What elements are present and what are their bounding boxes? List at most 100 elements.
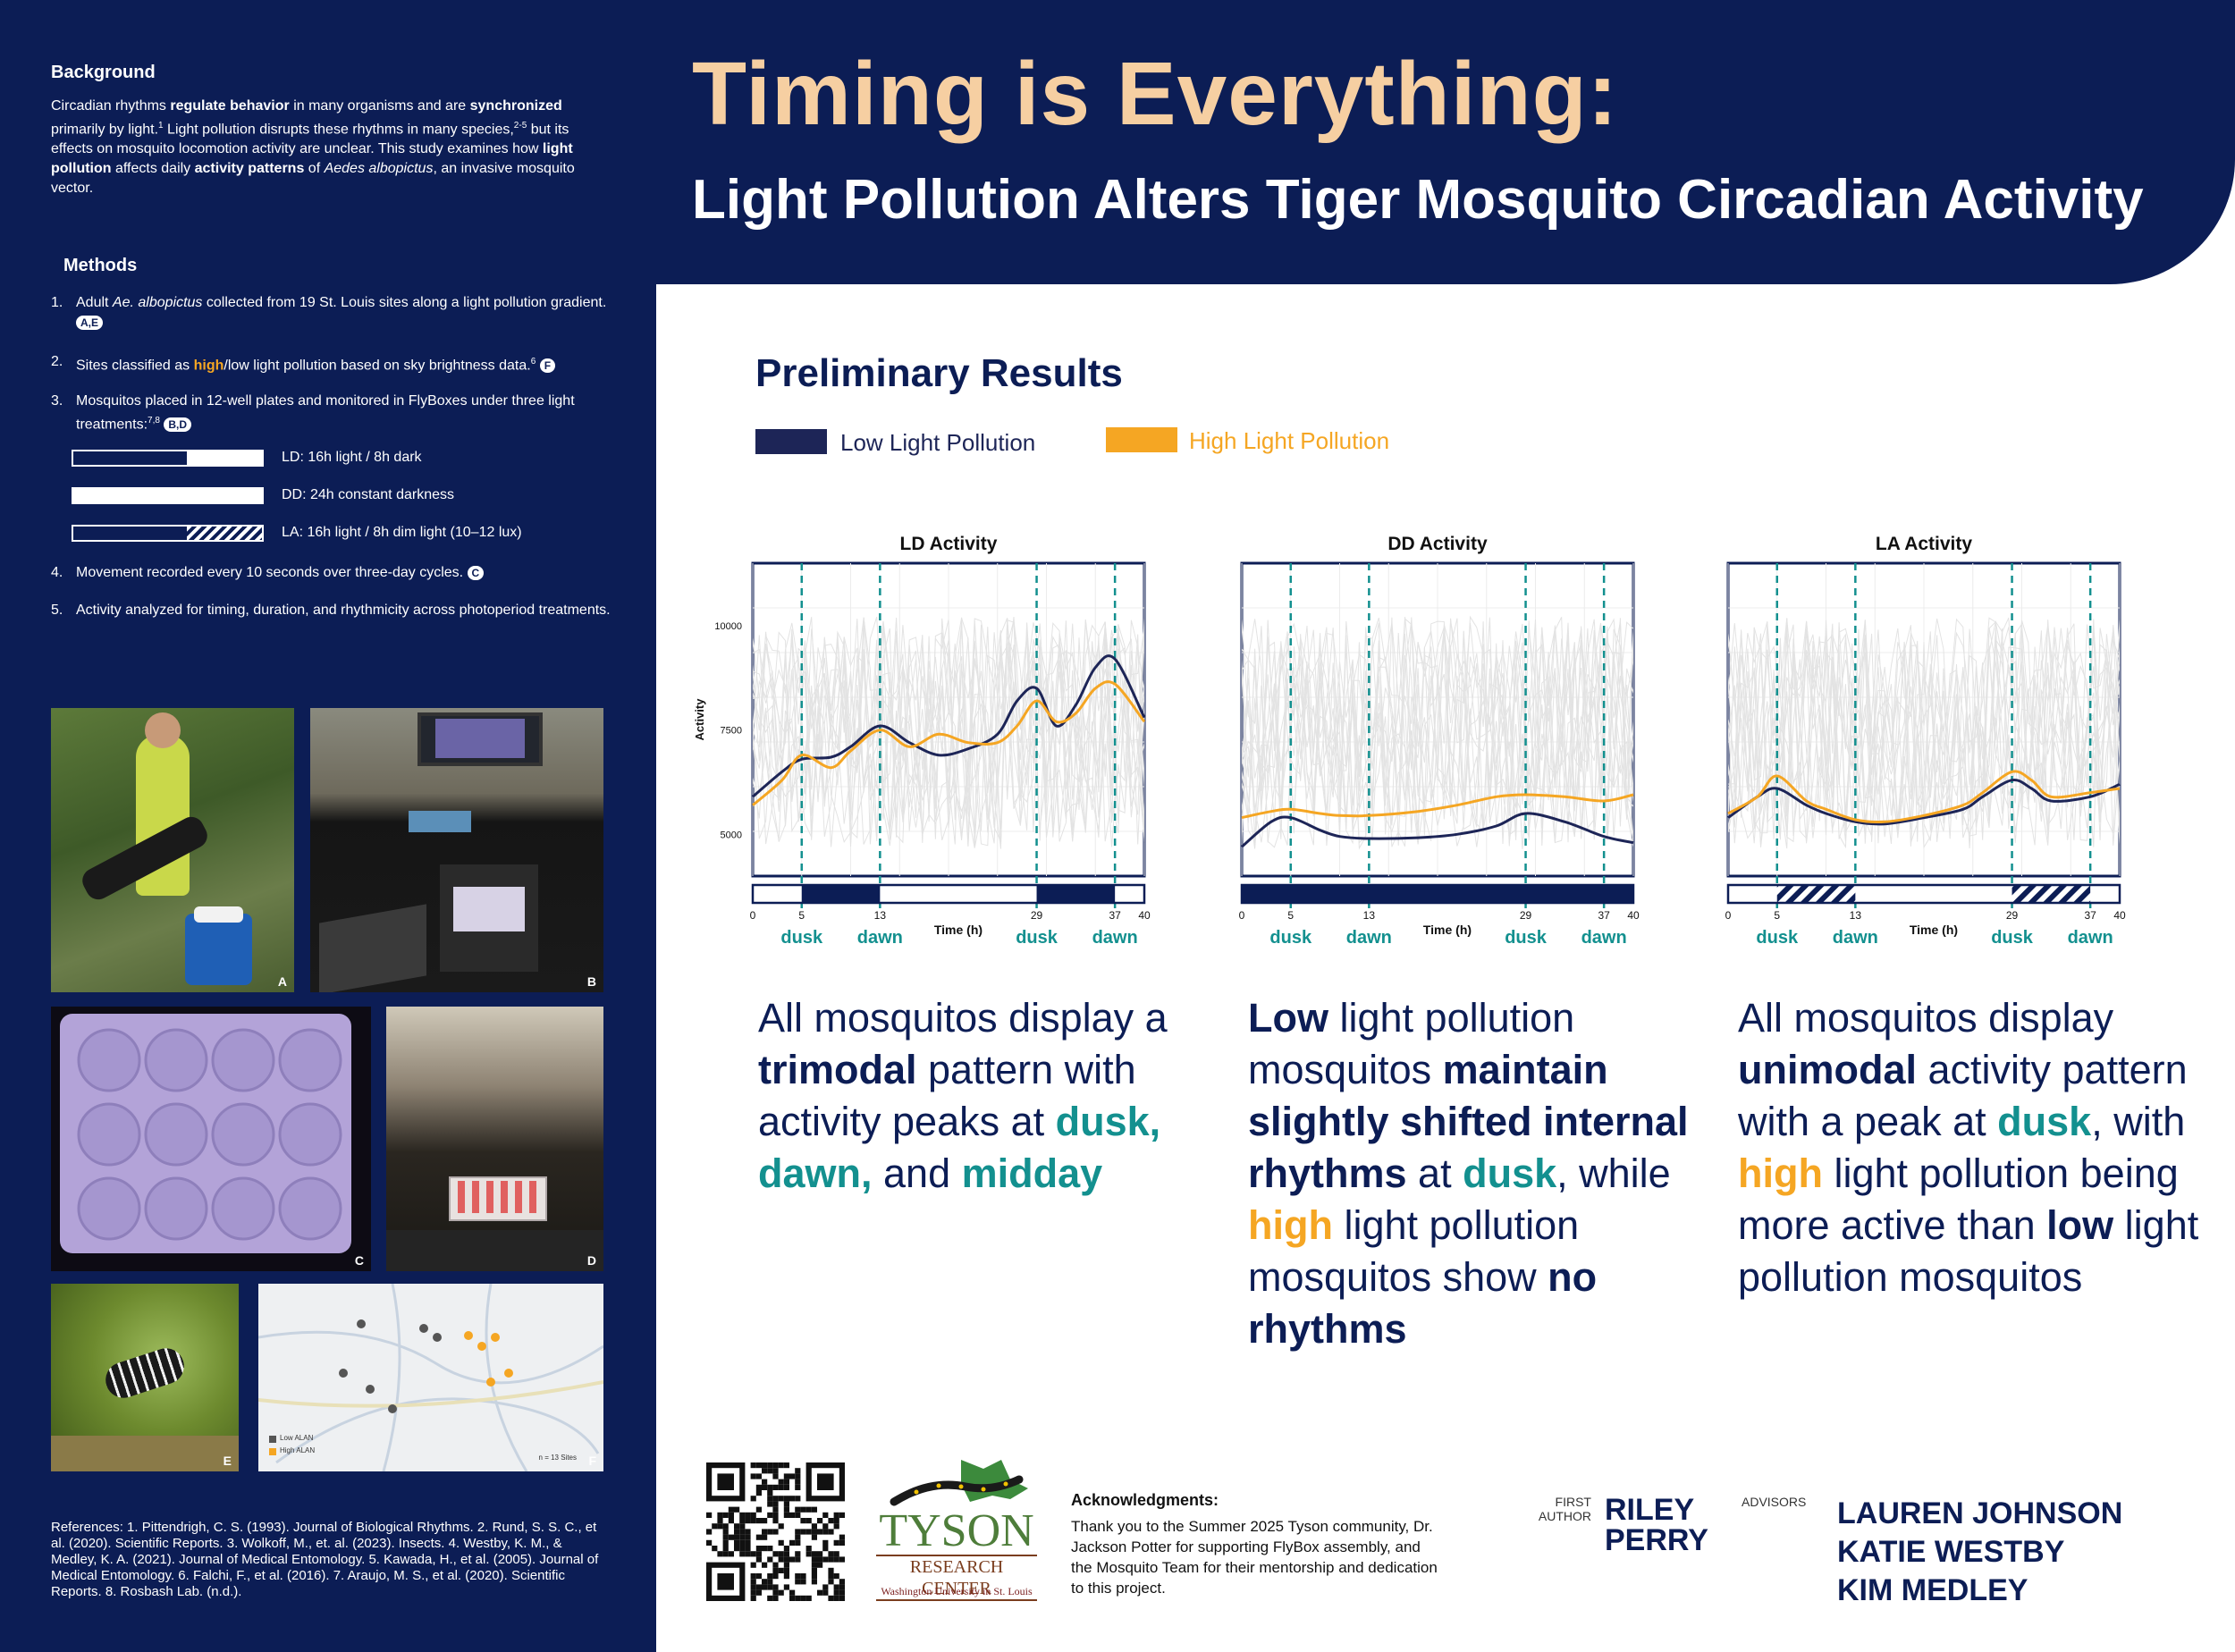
qr-module (717, 1523, 723, 1530)
qr-module (783, 1551, 789, 1557)
first-author-label: FIRST AUTHOR (1538, 1495, 1591, 1523)
la-claim: All mosquitos display unimodal activity … (1738, 995, 2199, 1300)
qr-module (767, 1512, 773, 1518)
qr-module (783, 1506, 789, 1513)
university-name: Washington University in St. Louis (881, 1585, 1033, 1597)
qr-module (728, 1551, 734, 1557)
la-activity-chart: LA Activity 0 5 13 29 37 40 dusk dawn dusk dawn Tim… (1725, 534, 2126, 948)
qr-module (833, 1595, 839, 1601)
photo-label: E (223, 1454, 232, 1468)
qr-module (728, 1512, 734, 1518)
photo-flybox: B (310, 708, 603, 992)
photo-label: A (277, 974, 287, 989)
badge: B,D (164, 417, 192, 433)
qr-module (745, 1534, 751, 1540)
qr-module (828, 1567, 834, 1573)
background-trace (752, 618, 1145, 847)
qr-module (762, 1518, 768, 1524)
qr-module (717, 1551, 723, 1557)
phase-marker-label: dusk (1269, 928, 1312, 948)
qr-module (755, 1490, 762, 1496)
qr-module (822, 1556, 829, 1563)
qr-module (817, 1556, 823, 1563)
qr-module (795, 1539, 801, 1546)
qr-module (750, 1584, 756, 1590)
qr-module (772, 1518, 779, 1524)
qr-module (739, 1512, 746, 1518)
qr-module (734, 1529, 740, 1535)
background-trace (1727, 620, 2121, 849)
ld-treatment-bar (72, 450, 264, 467)
qr-module (734, 1546, 740, 1552)
x-tick-label: 13 (1363, 909, 1376, 922)
phase-marker-label: dawn (1581, 928, 1627, 948)
background-trace (752, 617, 1145, 847)
qr-module (805, 1551, 812, 1557)
y-tick-label: 10000 (714, 621, 742, 632)
qr-module (767, 1501, 773, 1507)
x-tick-label: 37 (1109, 909, 1121, 922)
qr-module (795, 1496, 801, 1502)
qr-module (783, 1546, 789, 1552)
qr-module (762, 1562, 768, 1568)
qr-module (745, 1546, 751, 1552)
qr-module (762, 1584, 768, 1590)
x-tick-label: 37 (1598, 909, 1610, 922)
photo-label: B (586, 974, 596, 989)
series-low-line (752, 654, 1146, 798)
background-trace (1727, 624, 2121, 840)
background-trace (1241, 618, 1634, 847)
qr-module (789, 1556, 796, 1563)
qr-module (795, 1534, 801, 1540)
qr-module (833, 1556, 839, 1563)
sidebar: Background Circadian rhythms regulate be… (0, 0, 656, 1652)
qr-module (762, 1479, 768, 1485)
x-tick-label: 5 (1774, 909, 1780, 922)
background-trace (1241, 618, 1634, 846)
qr-module (805, 1595, 812, 1601)
qr-module (828, 1556, 834, 1563)
phase-marker-label: dusk (1505, 928, 1548, 948)
qr-module (811, 1523, 817, 1530)
background-trace (752, 617, 1145, 847)
qr-module (839, 1579, 845, 1585)
qr-module (728, 1506, 734, 1513)
qr-module (833, 1523, 839, 1530)
qr-module (755, 1584, 762, 1590)
x-tick-label: 5 (798, 909, 805, 922)
background-trace (752, 620, 1145, 844)
qr-module (795, 1529, 801, 1535)
qr-code[interactable] (706, 1462, 845, 1601)
qr-module (772, 1484, 779, 1490)
x-tick-label: 0 (1239, 909, 1245, 922)
qr-module (778, 1496, 784, 1502)
qr-module (811, 1551, 817, 1557)
qr-module (783, 1556, 789, 1563)
qr-module (772, 1462, 779, 1469)
series-high-line (1727, 770, 2121, 824)
qr-module (762, 1579, 768, 1585)
qr-module (828, 1529, 834, 1535)
qr-module (778, 1479, 784, 1485)
qr-module (755, 1534, 762, 1540)
qr-finder (817, 1473, 834, 1490)
qr-module (839, 1589, 845, 1596)
qr-module (833, 1551, 839, 1557)
badge: C (467, 565, 485, 580)
qr-module (750, 1589, 756, 1596)
qr-module (750, 1462, 756, 1469)
tyson-wordmark: TYSON (879, 1505, 1034, 1556)
qr-module (772, 1589, 779, 1596)
qr-module (800, 1529, 806, 1535)
background-trace (1727, 622, 2121, 842)
series-low-line (1241, 812, 1634, 848)
qr-module (772, 1496, 779, 1502)
qr-module (783, 1562, 789, 1568)
qr-module (789, 1539, 796, 1546)
background-trace (1727, 617, 2121, 847)
qr-module (833, 1589, 839, 1596)
legend-low-label: Low Light Pollution (840, 429, 1036, 456)
qr-module (811, 1534, 817, 1540)
treatment-la-label: LA: 16h light / 8h dim light (10–12 lux) (282, 525, 522, 540)
qr-module (778, 1556, 784, 1563)
